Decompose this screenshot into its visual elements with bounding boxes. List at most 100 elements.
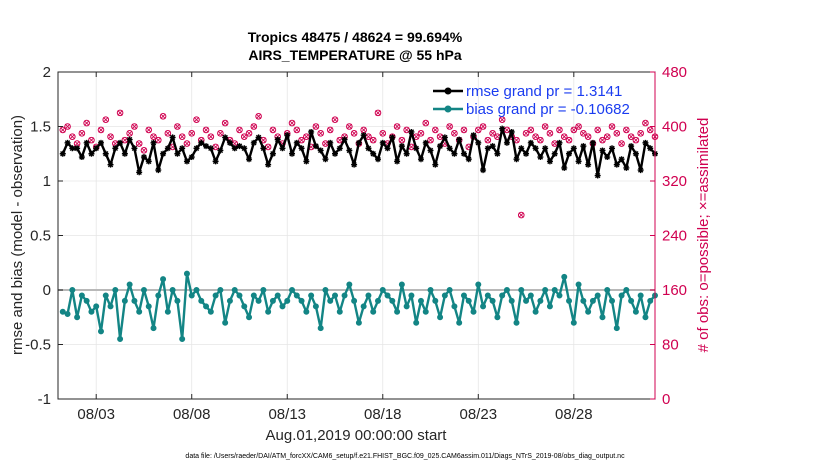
- rmse-point: [198, 139, 205, 146]
- obs-assimilated-point: [637, 130, 644, 137]
- bias-point: [417, 297, 424, 304]
- rmse-point: [384, 145, 391, 152]
- obs-assimilated-point: [566, 137, 572, 143]
- rmse-point: [355, 139, 362, 146]
- obs-possible-point: [145, 126, 153, 134]
- rmse-point: [637, 167, 644, 174]
- rmse-point: [241, 145, 248, 152]
- y-right-tick-label: 80: [662, 337, 679, 354]
- rmse-point: [570, 145, 577, 152]
- y-axis-label: rmse and bias (model - observation): [9, 115, 26, 355]
- bias-point: [145, 303, 152, 310]
- obs-possible-point: [369, 136, 377, 144]
- rmse-point: [575, 158, 582, 165]
- obs-assimilated-point: [399, 137, 405, 143]
- bias-point: [308, 292, 315, 299]
- bias-point: [604, 286, 611, 293]
- obs-possible-point: [575, 123, 582, 130]
- rmse-point: [589, 139, 596, 146]
- x-tick-label: 08/13: [268, 406, 306, 423]
- obs-possible-point: [498, 116, 506, 123]
- obs-possible-point: [479, 123, 487, 130]
- y-tick-label: 2: [43, 64, 51, 81]
- y-right-tick-label: 480: [662, 64, 687, 81]
- obs-assimilated-point: [203, 127, 209, 133]
- rmse-point: [212, 158, 219, 165]
- y-axis-ticks: -1 -0.5 0 0.5 1 1.5 2: [25, 64, 63, 408]
- bias-point: [59, 308, 66, 315]
- obs-possible-point: [451, 130, 458, 137]
- rmse-point: [179, 145, 186, 152]
- bias-point: [499, 292, 506, 299]
- obs-assimilated-point: [403, 127, 410, 133]
- rmse-point: [126, 136, 133, 143]
- bias-point: [441, 292, 448, 299]
- obs-assimilated-point: [547, 130, 553, 137]
- x-axis-label: Aug.01,2019 00:00:00 start: [266, 427, 448, 444]
- legend-bias-label: bias grand pr = -0.10682: [466, 101, 630, 118]
- bias-point: [346, 281, 353, 288]
- rmse-point: [599, 147, 606, 154]
- obs-assimilated-point: [327, 127, 333, 133]
- obs-assimilated-point: [427, 137, 434, 143]
- obs-possible-point: [64, 123, 71, 130]
- obs-assimilated-point: [437, 134, 443, 140]
- bias-series: [59, 270, 659, 343]
- bias-point: [556, 292, 563, 299]
- bias-point: [160, 276, 167, 283]
- obs-possible-point: [546, 130, 554, 137]
- bias-point: [327, 297, 334, 304]
- bias-point: [480, 303, 487, 310]
- obs-assimilated-point: [518, 212, 524, 218]
- rmse-point: [83, 139, 90, 146]
- obs-possible-point: [427, 136, 434, 144]
- bias-point: [207, 308, 214, 315]
- bias-point: [542, 286, 549, 293]
- obs-possible-point: [632, 136, 640, 144]
- bias-point: [183, 270, 190, 277]
- rmse-point: [508, 128, 515, 135]
- rmse-point: [155, 167, 162, 174]
- rmse-point: [437, 143, 444, 150]
- bias-point: [341, 292, 348, 299]
- bias-point: [470, 308, 477, 315]
- bias-point: [384, 292, 391, 299]
- bias-point: [585, 308, 592, 315]
- rmse-point: [360, 132, 367, 139]
- obs-possible-point: [154, 136, 162, 144]
- rmse-point: [217, 147, 224, 154]
- rmse-point: [97, 139, 104, 146]
- rmse-point: [513, 156, 520, 163]
- rmse-point: [322, 156, 329, 163]
- rmse-point: [121, 150, 128, 157]
- obs-assimilated-point: [255, 113, 262, 119]
- bias-point: [93, 303, 100, 310]
- bias-point: [484, 292, 491, 299]
- obs-assimilated-point: [141, 147, 147, 154]
- bias-point: [150, 325, 157, 332]
- obs-possible-point: [560, 133, 568, 141]
- obs-assimilated-point: [79, 130, 85, 137]
- rmse-point: [289, 150, 296, 157]
- obs-assimilated-point: [556, 127, 563, 133]
- obs-possible-point: [159, 112, 167, 120]
- rmse-point: [460, 150, 467, 157]
- rmse-point: [417, 156, 424, 163]
- bias-point: [222, 319, 229, 326]
- bias-point: [647, 297, 654, 304]
- obs-assimilated-point: [136, 140, 142, 147]
- obs-assimilated-point: [599, 137, 606, 143]
- bias-point: [594, 292, 601, 299]
- obs-possible-point: [174, 123, 181, 130]
- obs-possible-point: [556, 126, 563, 134]
- obs-assimilated-point: [494, 134, 501, 140]
- x-axis-ticks: 08/03 08/08 08/13 08/18 08/23 08/28: [77, 72, 593, 423]
- obs-possible-point: [116, 109, 124, 117]
- bias-point: [379, 286, 386, 293]
- rmse-point: [131, 145, 138, 152]
- bias-point: [241, 303, 248, 310]
- rmse-point: [117, 139, 124, 146]
- legend-rmse-marker: [444, 87, 452, 95]
- rmse-point: [341, 136, 348, 143]
- rmse-point: [207, 145, 214, 152]
